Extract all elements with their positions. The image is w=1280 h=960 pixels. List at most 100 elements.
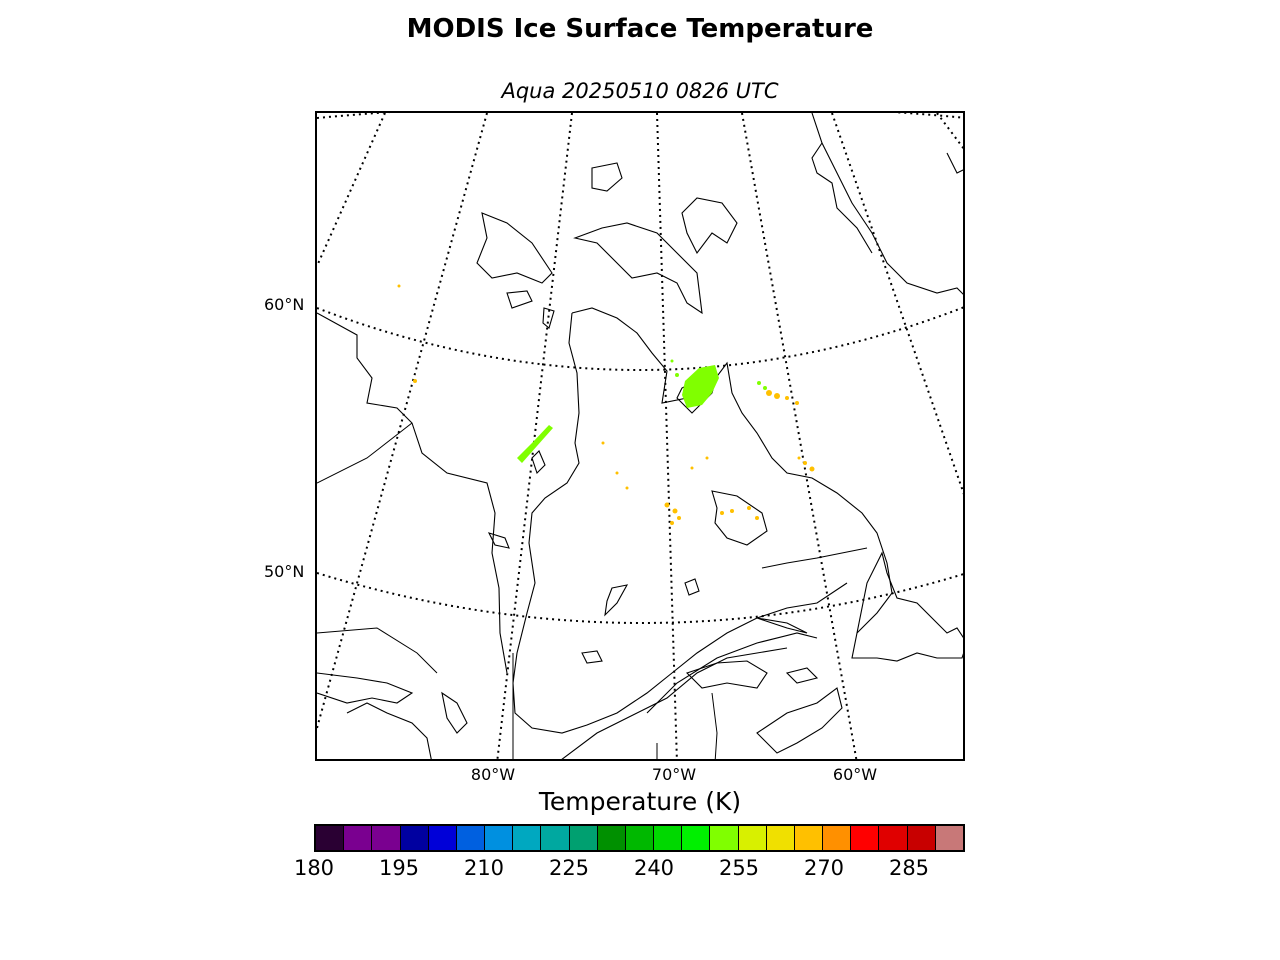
warm-pixel [720, 511, 724, 515]
lake-superior [317, 672, 414, 704]
colorbar-segment [935, 826, 963, 850]
map-canvas [317, 113, 963, 759]
lat-label-50n: 50°N [264, 562, 305, 581]
nova-scotia [756, 687, 843, 754]
warm-pixel [690, 466, 694, 470]
colorbar-label: Temperature (K) [538, 787, 742, 816]
colorbar-tick-240: 240 [633, 856, 675, 880]
colorbar-segment [428, 826, 457, 850]
ungava-ice-pixels [670, 359, 767, 408]
smallwood-reservoir [711, 490, 768, 546]
lon-line-60w [741, 113, 858, 759]
st-lawrence-north [646, 632, 818, 714]
lon-line-70w [656, 113, 678, 759]
mansel-island [542, 307, 555, 329]
warm-pixel [747, 506, 751, 510]
gaspe [685, 660, 768, 689]
colorbar-segment [766, 826, 795, 850]
colorbar-segment [344, 826, 373, 850]
warm-pixel [413, 379, 417, 383]
temperature-data-layer [397, 284, 815, 525]
warm-pixel [677, 516, 681, 520]
colorbar-tick-225: 225 [548, 856, 590, 880]
lake-st-john [581, 650, 603, 664]
warm-pixel [670, 521, 674, 525]
lat-line-60 [317, 306, 963, 371]
figure-subtitle: Aqua 20250510 0826 UTC [501, 79, 779, 103]
colorbar-segment [513, 826, 542, 850]
warm-pixel [797, 456, 801, 460]
colorbar-tick-285: 285 [888, 856, 930, 880]
warm-pixel [809, 466, 815, 472]
lat-line-70 [317, 113, 963, 119]
colorbar-segment [823, 826, 852, 850]
lon-line-50 [831, 113, 963, 495]
coastlines [317, 113, 963, 759]
colorbar-segment [400, 826, 429, 850]
quebec-labrador-border [761, 547, 868, 569]
longitude-gridlines [317, 113, 963, 759]
pei [785, 667, 819, 684]
warm-pixel [755, 516, 759, 520]
colorbar-tick-195: 195 [378, 856, 420, 880]
anticosti [756, 617, 808, 634]
warm-pixel [664, 502, 670, 508]
st-lawrence-south [561, 647, 788, 759]
colorbar-segment [456, 826, 486, 850]
lon-line-80w [317, 113, 488, 729]
borders [317, 422, 868, 759]
georgian-bay [441, 691, 468, 734]
warm-pixel [625, 486, 629, 490]
warm-ice-pixels [397, 284, 815, 525]
warm-pixel [730, 509, 734, 513]
colorbar [314, 824, 965, 852]
colorbar-segment [654, 826, 683, 850]
colorbar-tick-180: 180 [293, 856, 335, 880]
colorbar-tick-255: 255 [718, 856, 760, 880]
ice-pixel [675, 373, 679, 377]
newfoundland [851, 551, 963, 662]
lat-label-60n: 60°N [264, 295, 305, 314]
colorbar-segment [372, 826, 401, 850]
colorbar-tick-210: 210 [463, 856, 505, 880]
figure-title: MODIS Ice Surface Temperature [406, 14, 874, 44]
colorbar-tick-270: 270 [803, 856, 845, 880]
colorbar-segment [907, 826, 936, 850]
colorbar-segment [879, 826, 908, 850]
colorbar-segment [569, 826, 598, 850]
hudson-bay-south-coast [317, 312, 508, 674]
lon-line-90 [317, 113, 386, 267]
lon-label-80w: 80°W [470, 765, 516, 784]
greenland-east [946, 152, 963, 174]
lake-mistassini [604, 584, 629, 617]
southampton-island [476, 212, 553, 284]
warm-pixel [766, 390, 772, 396]
colorbar-segment [682, 826, 711, 850]
lon-label-60w: 60°W [832, 765, 878, 784]
colorbar-segment [597, 826, 626, 850]
akimiski-island [487, 532, 510, 549]
colorbar-segment [485, 826, 514, 850]
belcher-islands [531, 450, 546, 475]
colorbar-segment [738, 826, 767, 850]
ungava-north-coast [571, 307, 893, 634]
lake-michigan-huron [346, 702, 432, 759]
foxe-island [591, 162, 623, 192]
ungava-ice-patch [682, 365, 719, 408]
map-panel [315, 111, 965, 761]
lat-line-50 [317, 572, 963, 624]
baffin-island [573, 222, 703, 315]
lon-line-40 [936, 113, 963, 150]
lon-label-70w: 70°W [651, 765, 697, 784]
coats-island [506, 290, 533, 309]
colorbar-segment [794, 826, 824, 850]
baffin-southeast [681, 197, 738, 255]
hudson-bay-ice-pixels [517, 425, 553, 463]
greenland-coast [811, 113, 963, 295]
quebec-nb-border [711, 692, 718, 759]
warm-pixel [803, 461, 807, 465]
latitude-gridlines [317, 113, 963, 624]
warm-pixel [397, 284, 401, 288]
warm-pixel [795, 401, 799, 405]
colorbar-segment [710, 826, 739, 850]
